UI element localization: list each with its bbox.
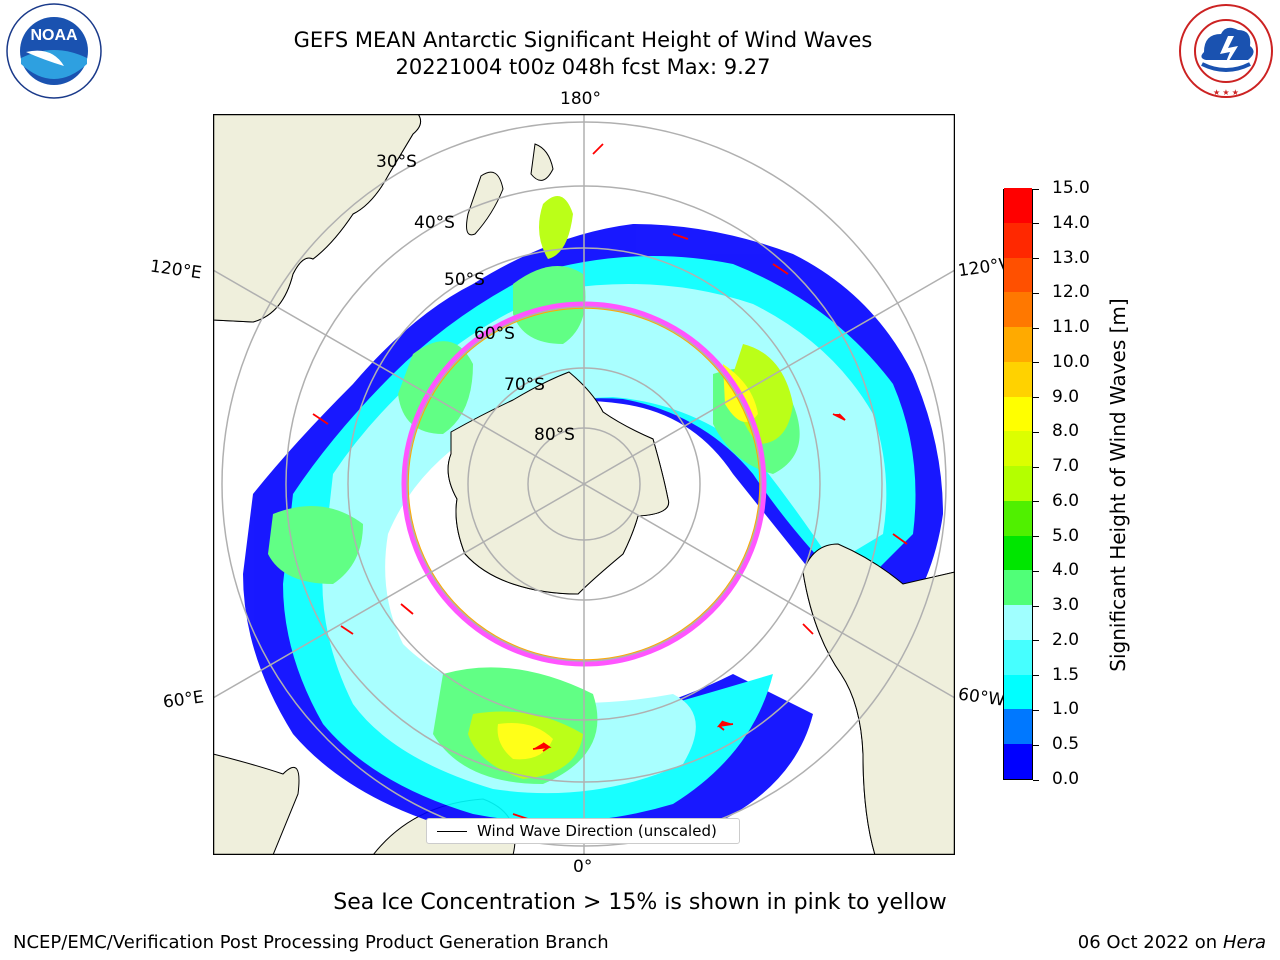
colorbar-tick-label: 13.0 xyxy=(1052,247,1090,268)
land-antarctica-top xyxy=(447,371,670,595)
chart-subtitle: 20221004 t00z 048h fcst Max: 9.27 xyxy=(395,55,771,79)
legend-line-sample xyxy=(437,831,467,832)
svg-text:★ ★ ★: ★ ★ ★ xyxy=(1213,88,1239,97)
colorbar-segment xyxy=(1004,709,1032,745)
footer-date: 06 Oct 2022 on Hera xyxy=(1078,932,1266,953)
wind-arrow xyxy=(892,533,908,545)
colorbar-tick-label: 15.0 xyxy=(1052,178,1090,198)
colorbar-tick-label: 3.0 xyxy=(1052,595,1080,616)
footer-date-text: 06 Oct 2022 on xyxy=(1077,932,1223,953)
legend-label: Wind Wave Direction (unscaled) xyxy=(477,822,717,840)
colorbar-tick-mark xyxy=(1033,709,1039,711)
lon-label-120w: 120°W xyxy=(956,254,1008,282)
wind-arrow xyxy=(832,413,846,421)
colorbar-segment xyxy=(1004,570,1032,606)
lat-label-60s: 60°S xyxy=(474,324,515,344)
wind-arrow xyxy=(532,742,552,752)
colorbar-segment xyxy=(1004,431,1032,467)
lat-label-50s: 50°S xyxy=(444,270,485,290)
colorbar-tick-mark xyxy=(1033,431,1039,433)
map-frame xyxy=(213,114,955,855)
colorbar-tick-label: 0.5 xyxy=(1052,734,1080,755)
colorbar-segment xyxy=(1004,396,1032,432)
sea-ice-note: Sea Ice Concentration > 15% is shown in … xyxy=(333,890,947,915)
colorbar-tick-mark xyxy=(1033,397,1039,399)
colorbar-segment xyxy=(1004,744,1032,779)
colorbar-segment xyxy=(1004,604,1032,640)
colorbar-tick-mark xyxy=(1033,570,1039,572)
footer-credit: NCEP/EMC/Verification Post Processing Pr… xyxy=(13,932,609,953)
colorbar-tick-label: 7.0 xyxy=(1052,456,1080,477)
colorbar-tick-label: 12.0 xyxy=(1052,282,1090,303)
lat-label-30s: 30°S xyxy=(376,152,417,172)
colorbar-tick-label: 9.0 xyxy=(1052,386,1080,407)
colorbar-segment xyxy=(1004,500,1032,536)
lon-label-0: 0° xyxy=(573,857,593,877)
colorbar-tick-mark xyxy=(1033,744,1039,746)
land-new-zealand-north xyxy=(530,143,554,181)
colorbar-tick-label: 1.0 xyxy=(1052,699,1080,720)
wind-arrow xyxy=(592,143,604,155)
land-africa xyxy=(213,753,300,855)
graticule xyxy=(213,114,955,855)
colorbar-tick-label: 14.0 xyxy=(1052,212,1090,233)
wind-arrow xyxy=(312,413,329,425)
wind-arrow xyxy=(772,263,789,275)
nws-logo: ★ ★ ★ xyxy=(1179,4,1273,98)
wind-arrows xyxy=(312,143,908,820)
colorbar-tick-mark xyxy=(1033,501,1039,503)
colorbar-segment xyxy=(1004,639,1032,675)
noaa-logo-text: NOAA xyxy=(30,27,78,44)
footer-machine: Hera xyxy=(1222,932,1266,953)
colorbar-tick-mark xyxy=(1033,536,1039,538)
colorbar-tick-mark xyxy=(1033,605,1039,607)
chart-title: GEFS MEAN Antarctic Significant Height o… xyxy=(293,28,873,52)
colorbar xyxy=(1003,187,1033,780)
colorbar-segment xyxy=(1004,187,1032,223)
colorbar-segment xyxy=(1004,326,1032,362)
lat-label-80s: 80°S xyxy=(534,425,575,445)
lon-label-180: 180° xyxy=(560,89,601,109)
lon-label-60e: 60°E xyxy=(161,687,206,713)
colorbar-tick-mark xyxy=(1033,675,1039,677)
colorbar-tick-mark xyxy=(1033,292,1039,294)
noaa-logo: NOAA xyxy=(6,3,102,99)
colorbar-tick-label: 10.0 xyxy=(1052,351,1090,372)
wind-arrow xyxy=(672,233,689,240)
colorbar-tick-mark xyxy=(1033,223,1039,225)
map-legend: Wind Wave Direction (unscaled) xyxy=(426,818,740,844)
wind-arrow xyxy=(716,720,734,731)
polar-map xyxy=(213,114,955,855)
colorbar-segment xyxy=(1004,361,1032,397)
colorbar-tick-label: 5.0 xyxy=(1052,525,1080,546)
colorbar-segment xyxy=(1004,674,1032,710)
colorbar-tick-mark xyxy=(1033,327,1039,329)
colorbar-segment xyxy=(1004,535,1032,571)
wind-arrow xyxy=(340,625,354,635)
colorbar-tick-label: 0.0 xyxy=(1052,769,1080,789)
colorbar-tick-label: 6.0 xyxy=(1052,490,1080,511)
colorbar-segment xyxy=(1004,292,1032,328)
colorbar-tick-mark xyxy=(1033,188,1039,190)
wind-arrow xyxy=(400,603,414,615)
colorbar-tick-label: 1.5 xyxy=(1052,664,1080,685)
lon-label-120e: 120°E xyxy=(148,256,203,284)
lat-label-70s: 70°S xyxy=(504,375,545,395)
colorbar-label: Significant Height of Wind Waves [m] xyxy=(1106,298,1130,672)
wind-arrow xyxy=(802,623,814,635)
colorbar-tick-label: 4.0 xyxy=(1052,560,1080,581)
colorbar-tick-mark xyxy=(1033,258,1039,260)
colorbar-segment xyxy=(1004,257,1032,293)
colorbar-tick-mark xyxy=(1033,640,1039,642)
colorbar-tick-label: 8.0 xyxy=(1052,421,1080,442)
colorbar-segment xyxy=(1004,222,1032,258)
colorbar-tick-label: 2.0 xyxy=(1052,629,1080,650)
colorbar-tick-mark xyxy=(1033,362,1039,364)
colorbar-segment xyxy=(1004,465,1032,501)
colorbar-tick-label: 11.0 xyxy=(1052,317,1090,338)
colorbar-tick-mark xyxy=(1033,779,1039,781)
lat-label-40s: 40°S xyxy=(414,213,455,233)
colorbar-tick-mark xyxy=(1033,466,1039,468)
